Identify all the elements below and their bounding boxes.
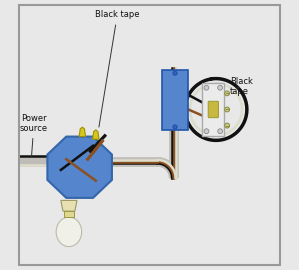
- FancyBboxPatch shape: [64, 211, 74, 217]
- Circle shape: [204, 129, 209, 134]
- FancyBboxPatch shape: [202, 83, 224, 136]
- Circle shape: [225, 123, 230, 128]
- FancyBboxPatch shape: [208, 101, 218, 118]
- Circle shape: [173, 125, 177, 129]
- Polygon shape: [93, 130, 99, 139]
- Polygon shape: [48, 137, 112, 198]
- Text: Power
source: Power source: [20, 113, 48, 156]
- Circle shape: [218, 85, 222, 90]
- Circle shape: [225, 91, 230, 96]
- FancyBboxPatch shape: [162, 70, 188, 130]
- Ellipse shape: [56, 217, 82, 247]
- Text: Black tape: Black tape: [95, 11, 140, 127]
- Circle shape: [173, 71, 177, 75]
- Text: Black
tape: Black tape: [230, 77, 253, 96]
- Polygon shape: [61, 200, 77, 211]
- Circle shape: [225, 107, 230, 112]
- Circle shape: [218, 129, 222, 134]
- Circle shape: [204, 85, 209, 90]
- Polygon shape: [79, 127, 86, 137]
